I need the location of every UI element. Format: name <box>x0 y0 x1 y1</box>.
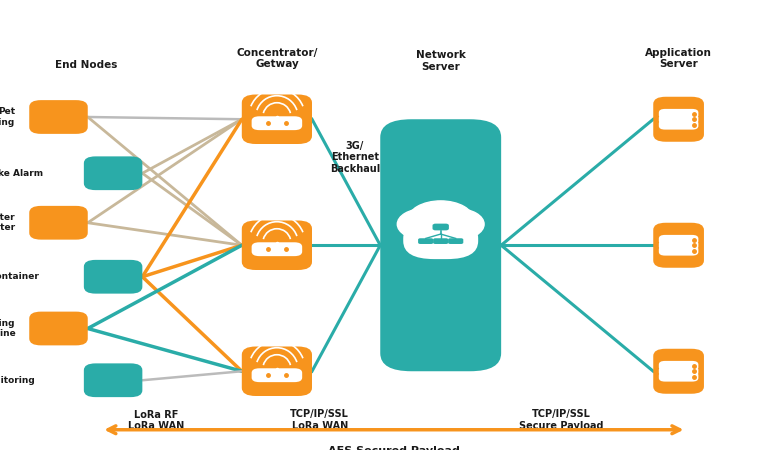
Text: LoRa RF
LoRa WAN: LoRa RF LoRa WAN <box>128 410 184 431</box>
Text: Gas Monitoring: Gas Monitoring <box>0 376 35 385</box>
FancyBboxPatch shape <box>30 100 87 134</box>
Text: End Nodes: End Nodes <box>55 60 117 70</box>
FancyBboxPatch shape <box>418 238 434 244</box>
FancyBboxPatch shape <box>242 346 312 396</box>
Circle shape <box>397 209 451 240</box>
FancyBboxPatch shape <box>659 361 698 371</box>
FancyBboxPatch shape <box>433 238 448 244</box>
Text: Application
Server: Application Server <box>645 48 712 69</box>
FancyBboxPatch shape <box>659 120 698 130</box>
Text: Pet
Tracking: Pet Tracking <box>0 107 16 127</box>
FancyBboxPatch shape <box>659 366 698 376</box>
FancyBboxPatch shape <box>242 220 312 270</box>
Text: Network
Server: Network Server <box>416 50 466 72</box>
FancyBboxPatch shape <box>84 364 142 397</box>
FancyBboxPatch shape <box>252 242 302 256</box>
FancyBboxPatch shape <box>659 109 698 119</box>
Text: Vending
Machine: Vending Machine <box>0 319 16 338</box>
FancyBboxPatch shape <box>659 240 698 250</box>
Circle shape <box>431 209 484 240</box>
Text: 3G/
Ethernet
Backhaul: 3G/ Ethernet Backhaul <box>330 141 380 174</box>
FancyBboxPatch shape <box>654 349 704 394</box>
Text: Smoke Alarm: Smoke Alarm <box>0 169 43 178</box>
FancyBboxPatch shape <box>659 246 698 256</box>
FancyBboxPatch shape <box>242 94 312 144</box>
FancyBboxPatch shape <box>659 114 698 124</box>
Text: TCP/IP/SSL
Secure Payload: TCP/IP/SSL Secure Payload <box>519 410 604 431</box>
Text: AES Secured Payload: AES Secured Payload <box>328 446 460 450</box>
FancyBboxPatch shape <box>30 311 87 346</box>
FancyBboxPatch shape <box>403 220 478 259</box>
FancyBboxPatch shape <box>252 368 302 382</box>
FancyBboxPatch shape <box>252 116 302 130</box>
FancyBboxPatch shape <box>654 223 704 268</box>
FancyBboxPatch shape <box>84 260 142 294</box>
Text: Concentrator/
Getway: Concentrator/ Getway <box>236 48 317 69</box>
FancyBboxPatch shape <box>659 372 698 382</box>
Circle shape <box>408 201 473 239</box>
FancyBboxPatch shape <box>654 97 704 142</box>
FancyBboxPatch shape <box>30 206 87 239</box>
FancyBboxPatch shape <box>448 238 463 244</box>
FancyBboxPatch shape <box>84 157 142 190</box>
FancyBboxPatch shape <box>432 224 449 230</box>
Text: TCP/IP/SSL
LoRa WAN: TCP/IP/SSL LoRa WAN <box>290 410 349 431</box>
Text: Water
Meter: Water Meter <box>0 213 16 233</box>
FancyBboxPatch shape <box>659 235 698 245</box>
Text: Trash Container: Trash Container <box>0 272 39 281</box>
FancyBboxPatch shape <box>380 119 501 371</box>
